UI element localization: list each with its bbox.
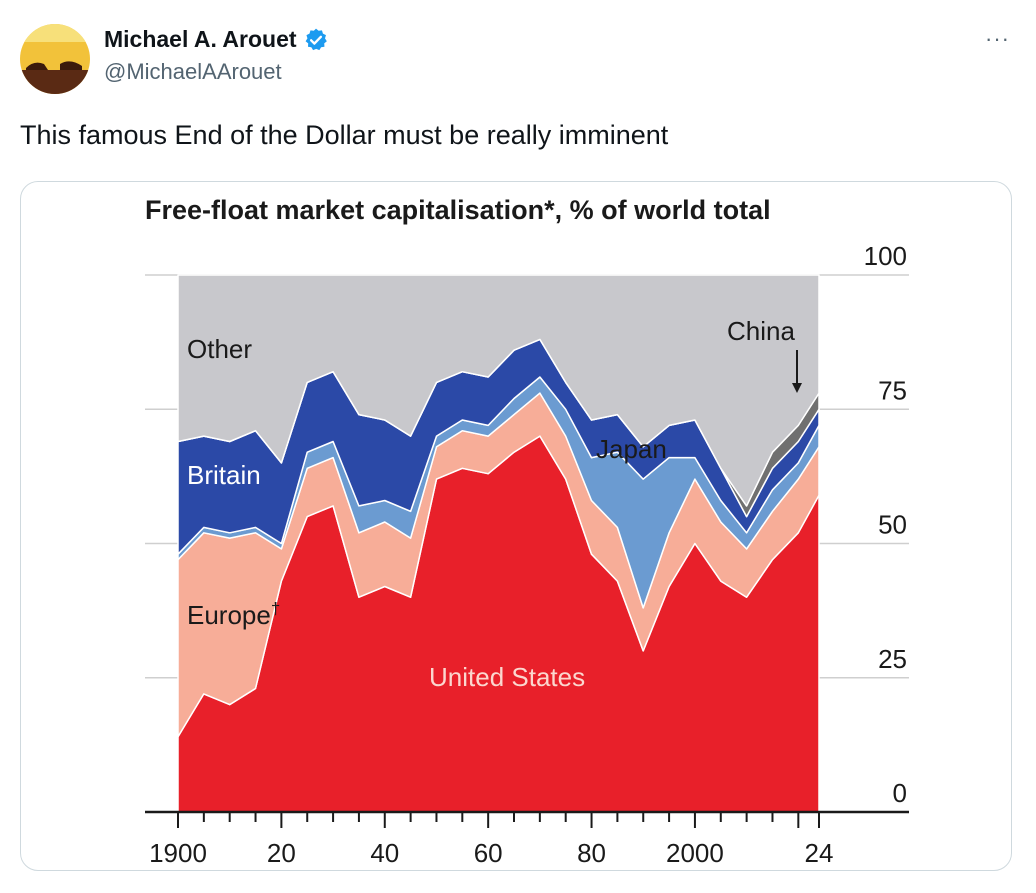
area-other [177, 274, 820, 507]
label-britain: Britain [187, 460, 261, 490]
tweet-text: This famous End of the Dollar must be re… [20, 120, 669, 150]
x-tick-label-20: 20 [267, 838, 296, 868]
label-europe-dagger: † [271, 599, 280, 618]
verified-badge-icon [303, 27, 329, 53]
y-tick-50: 50 [878, 510, 907, 540]
avatar[interactable] [20, 24, 90, 94]
label-europe-text: Europe [187, 600, 271, 630]
tweet-media-chart[interactable]: Free-float market capitalisation*, % of … [20, 181, 1012, 871]
x-tick-label-2000: 2000 [666, 838, 724, 868]
more-icon[interactable]: ··· [985, 26, 1010, 51]
label-china: China [727, 316, 795, 346]
y-tick-75: 75 [878, 375, 907, 405]
label-europe: Europe† [187, 599, 280, 630]
author-name[interactable]: Michael A. Arouet [104, 26, 297, 52]
chart-title: Free-float market capitalisation*, % of … [145, 195, 771, 225]
x-tick-label-1900: 1900 [149, 838, 207, 868]
y-tick-0: 0 [893, 778, 907, 808]
x-tick-label-40: 40 [370, 838, 399, 868]
x-tick-label-60: 60 [474, 838, 503, 868]
x-tick-label-24: 24 [805, 838, 834, 868]
y-tick-100: 100 [864, 241, 907, 271]
author-handle[interactable]: @MichaelAArouet [104, 59, 282, 84]
label-japan: Japan [596, 434, 667, 464]
x-tick-label-80: 80 [577, 838, 606, 868]
label-united-states: United States [429, 662, 585, 692]
label-other: Other [187, 334, 252, 364]
china-pointer-arrow [792, 383, 802, 393]
tweet-author: Michael A. Arouet @MichaelAArouet [104, 26, 329, 85]
avatar-image [20, 24, 90, 94]
chart-svg: Free-float market capitalisation*, % of … [145, 195, 909, 868]
y-tick-25: 25 [878, 644, 907, 674]
